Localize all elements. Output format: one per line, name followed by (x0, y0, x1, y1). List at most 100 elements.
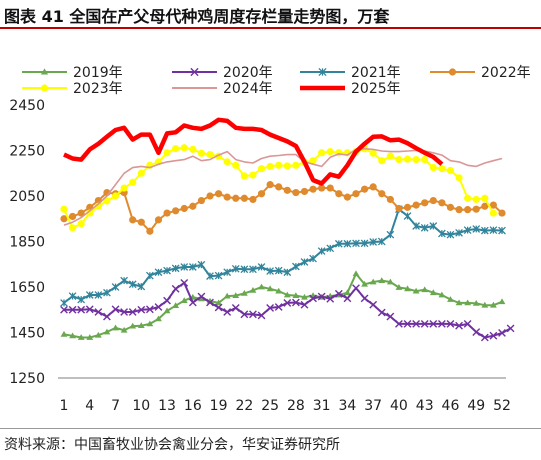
data-point (334, 239, 343, 248)
data-point (77, 209, 85, 217)
data-point (206, 150, 214, 159)
data-point (300, 258, 309, 266)
data-point (249, 195, 257, 204)
chart-title: 图表 41 全国在产父母代种鸡周度存栏量走势图，万套 (4, 7, 390, 26)
series-line (63, 272, 503, 339)
data-point (240, 289, 248, 296)
legend-label: 2024年 (223, 81, 273, 97)
series-line (63, 208, 503, 304)
data-point (386, 312, 395, 321)
data-point (154, 268, 163, 277)
data-point (300, 187, 309, 196)
data-point (189, 145, 197, 153)
data-point (420, 223, 429, 232)
x-tick-label: 25 (261, 398, 279, 414)
data-point (223, 158, 231, 166)
data-point (429, 289, 437, 296)
data-point (489, 226, 498, 234)
legend-item: 2024年 (172, 81, 273, 97)
data-point (326, 184, 334, 192)
data-point (490, 301, 497, 308)
y-tick-label: 2050 (9, 189, 45, 205)
data-point (120, 326, 128, 333)
legend-label: 2023年 (73, 81, 123, 97)
data-point (163, 149, 171, 157)
data-point (275, 287, 283, 294)
data-point (292, 292, 300, 299)
data-point (343, 239, 352, 248)
data-point (429, 222, 438, 230)
source-note: 资料来源：中国畜牧业协会禽业分会，华安证券研究所 (4, 437, 340, 453)
series-2024年 (63, 147, 503, 226)
data-point (146, 320, 154, 327)
x-tick-label: 22 (235, 398, 253, 414)
data-point (103, 312, 111, 321)
data-point (506, 324, 515, 333)
data-point (69, 332, 76, 339)
data-point (249, 171, 257, 179)
y-tick-label: 1850 (9, 235, 45, 251)
data-point (378, 277, 386, 284)
data-point (240, 172, 248, 180)
legend-label: 2021年 (351, 65, 401, 81)
data-point (60, 330, 68, 337)
data-point (249, 310, 257, 319)
data-point (40, 68, 49, 75)
legend-label: 2019年 (73, 65, 123, 81)
data-point (274, 266, 283, 275)
data-point (155, 315, 162, 322)
data-point (68, 212, 77, 221)
data-point (403, 212, 412, 220)
data-point (283, 186, 291, 194)
data-point (334, 289, 343, 298)
data-point (129, 322, 137, 329)
data-point (275, 161, 283, 169)
data-point (446, 230, 455, 239)
data-point (489, 209, 498, 217)
data-point (386, 278, 394, 285)
data-point (377, 308, 386, 317)
data-point (421, 286, 429, 293)
data-point (223, 308, 232, 316)
data-point (309, 157, 317, 165)
data-point (68, 224, 77, 232)
data-point (429, 163, 437, 172)
series-line (63, 183, 503, 233)
x-tick-label: 46 (442, 398, 460, 414)
data-point (189, 202, 197, 210)
data-point (421, 156, 429, 164)
data-point (463, 226, 472, 234)
data-point (395, 319, 403, 328)
data-point (240, 265, 249, 274)
x-tick-label: 4 (85, 398, 94, 414)
data-point (481, 194, 489, 202)
series-2025年 (63, 117, 444, 186)
data-point (369, 278, 377, 285)
data-point (301, 293, 308, 300)
data-point (180, 297, 188, 304)
data-point (206, 272, 214, 280)
data-point (154, 303, 163, 311)
data-point (188, 298, 197, 307)
data-point (438, 165, 446, 173)
data-point (129, 178, 137, 186)
data-point (309, 294, 317, 303)
data-point (335, 190, 343, 198)
data-point (317, 247, 326, 255)
data-point (291, 298, 300, 307)
data-point (214, 271, 223, 280)
data-point (197, 292, 206, 301)
x-tick-label: 13 (158, 398, 176, 414)
data-point (266, 304, 275, 312)
legend-label: 2022年 (481, 65, 531, 81)
series-2019年 (60, 270, 506, 340)
data-point (163, 307, 171, 314)
data-point (455, 228, 463, 237)
data-point (137, 169, 145, 177)
y-tick-label: 2450 (9, 98, 45, 114)
data-point (240, 194, 248, 202)
data-point (300, 300, 309, 309)
data-point (172, 302, 180, 309)
data-point (77, 334, 85, 340)
data-point (421, 199, 429, 207)
